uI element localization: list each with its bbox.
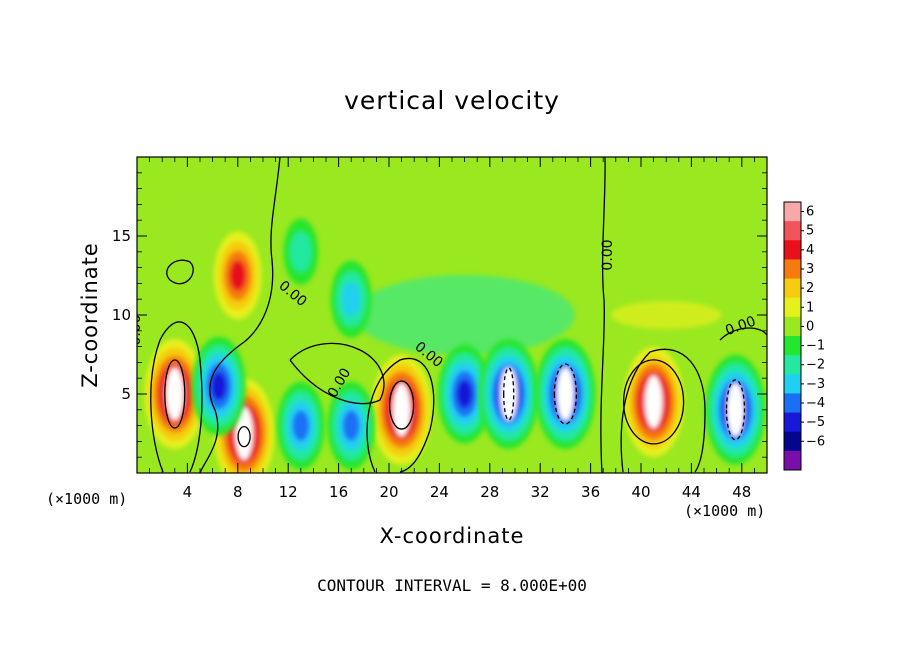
colorbar-label: 6 bbox=[806, 205, 814, 220]
x-tick-label: 32 bbox=[531, 483, 550, 501]
contour-interval-note: CONTOUR INTERVAL = 8.000E+00 bbox=[317, 576, 587, 595]
downdraft-level--4 bbox=[342, 410, 360, 441]
downdraft-cell bbox=[437, 344, 492, 444]
positive-contour bbox=[622, 359, 685, 445]
x-tick-label: 16 bbox=[329, 483, 348, 501]
downdraft-cell bbox=[191, 336, 246, 436]
colorbar-label: −6 bbox=[806, 434, 825, 449]
x-axis-label: X-coordinate bbox=[379, 524, 525, 548]
x-tick-label: 40 bbox=[631, 483, 650, 501]
colorbar-label: −1 bbox=[806, 339, 825, 354]
colorbar-label: 4 bbox=[806, 243, 814, 258]
updraft-level-4 bbox=[229, 260, 247, 291]
weak-downdraft-region bbox=[354, 275, 575, 355]
x-tick-label: 20 bbox=[379, 483, 398, 501]
zero-contour bbox=[366, 357, 435, 473]
contour-label: 0.00 bbox=[600, 239, 616, 270]
zero-contour bbox=[719, 327, 767, 341]
x-tick-label: 44 bbox=[682, 483, 701, 501]
updraft-cell bbox=[371, 354, 432, 465]
colorbar-segment bbox=[784, 278, 801, 299]
colorbar-segment bbox=[784, 374, 801, 394]
colorbar-segment bbox=[784, 240, 801, 260]
colorbar-label: 2 bbox=[806, 281, 814, 296]
colorbar-label: 0 bbox=[806, 319, 814, 334]
x-axis: 4 8 12 16 20 24 28 32 36 40 44 48 bbox=[149, 157, 755, 501]
zero-contour bbox=[620, 348, 706, 473]
colorbar-label: −5 bbox=[806, 415, 825, 430]
updraft-core bbox=[235, 407, 253, 460]
downdraft-core bbox=[500, 367, 518, 421]
y-tick-label: 10 bbox=[112, 306, 131, 324]
updraft-core bbox=[645, 375, 663, 429]
x-unit-label: (×1000 m) bbox=[684, 502, 766, 520]
positive-contour bbox=[237, 426, 251, 448]
colorbar-segment bbox=[784, 259, 801, 280]
x-tick-label: 8 bbox=[233, 483, 243, 501]
downdraft-cell bbox=[283, 218, 319, 285]
downdraft-core bbox=[556, 367, 574, 421]
colorbar-label: 3 bbox=[806, 262, 814, 277]
colorbar-segment bbox=[784, 355, 801, 375]
downdraft-level--5 bbox=[211, 372, 227, 401]
colorbar-segment bbox=[784, 431, 801, 452]
colorbar-segment bbox=[784, 202, 801, 222]
zero-contour bbox=[166, 259, 194, 285]
zero-contour bbox=[150, 321, 203, 473]
downdraft-cell bbox=[535, 339, 596, 449]
updraft-cell bbox=[623, 346, 684, 457]
colorbar-segment bbox=[784, 336, 801, 356]
downdraft-cell bbox=[277, 381, 325, 470]
positive-contour bbox=[388, 380, 415, 430]
downdraft-level--5 bbox=[456, 379, 473, 409]
chart-title: vertical velocity bbox=[344, 86, 560, 115]
x-tick-label: 28 bbox=[480, 483, 499, 501]
colorbar-label: −4 bbox=[806, 396, 825, 411]
negative-contour bbox=[725, 379, 746, 441]
colorbar-label: 1 bbox=[806, 300, 814, 315]
x-tick-label: 48 bbox=[732, 483, 751, 501]
updraft-core bbox=[166, 367, 184, 421]
updraft-cell bbox=[214, 231, 262, 320]
downdraft-level--3 bbox=[342, 282, 361, 317]
contour-label: 0.00 bbox=[128, 314, 144, 345]
z-unit-label: (×1000 m) bbox=[46, 490, 128, 508]
downdraft-level--4 bbox=[292, 410, 310, 441]
x-tick-label: 12 bbox=[279, 483, 298, 501]
zero-contour bbox=[600, 157, 606, 473]
colorbar-segment bbox=[784, 393, 801, 414]
colorbar-label: −2 bbox=[806, 358, 825, 373]
colorbar-label: −3 bbox=[806, 377, 825, 392]
downdraft-cell bbox=[705, 354, 766, 465]
colorbar-segment bbox=[784, 450, 801, 471]
velocity-field bbox=[137, 157, 767, 473]
weak-updraft-region bbox=[611, 301, 722, 329]
colorbar-frame bbox=[783, 201, 802, 471]
colorbar-segment bbox=[784, 412, 801, 433]
downdraft-level--2 bbox=[290, 231, 312, 273]
y-tick-label: 15 bbox=[112, 227, 131, 245]
updraft-cell bbox=[144, 339, 205, 449]
colorbar-label: 5 bbox=[806, 224, 814, 239]
downdraft-core bbox=[727, 383, 744, 437]
zero-contour bbox=[289, 342, 385, 405]
downdraft-cell bbox=[330, 260, 372, 338]
y-axis: 5 10 15 bbox=[112, 172, 767, 458]
x-tick-label: 36 bbox=[581, 483, 600, 501]
y-tick-label: 5 bbox=[121, 385, 131, 403]
negative-contour bbox=[503, 367, 515, 421]
x-tick-label: 4 bbox=[183, 483, 193, 501]
positive-contour bbox=[164, 359, 186, 429]
zero-contour bbox=[199, 157, 281, 473]
downdraft-cell bbox=[478, 339, 539, 449]
updraft-core bbox=[393, 383, 411, 437]
colorbar-segment bbox=[784, 316, 801, 337]
colorbar: 6 5 4 3 2 1 0 −1 −2 −3 −4 −5 −6 bbox=[783, 201, 825, 471]
x-tick-label: 24 bbox=[430, 483, 449, 501]
colorbar-segment bbox=[784, 221, 801, 241]
colorbar-segment bbox=[784, 297, 801, 318]
